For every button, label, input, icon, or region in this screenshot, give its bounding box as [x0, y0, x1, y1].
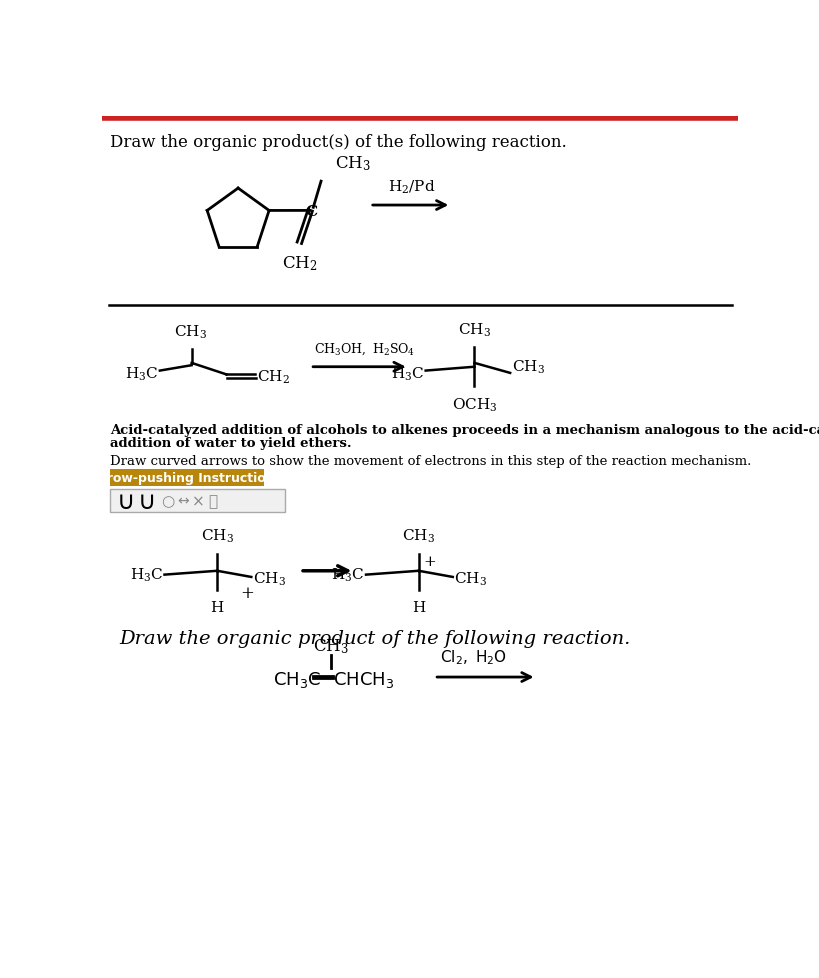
- Text: +: +: [240, 584, 254, 601]
- Text: $\mathrm{CH_3C}$: $\mathrm{CH_3C}$: [273, 669, 321, 689]
- Text: H: H: [412, 600, 425, 614]
- Text: $\mathregular{CH_3OH,\ H_2SO_4}$: $\mathregular{CH_3OH,\ H_2SO_4}$: [314, 341, 415, 357]
- Text: ⫫: ⫫: [208, 494, 217, 509]
- Text: Draw the organic product of the following reaction.: Draw the organic product of the followin…: [120, 629, 630, 646]
- Text: $\mathregular{CH_3}$: $\mathregular{CH_3}$: [454, 570, 486, 588]
- Text: ∪: ∪: [138, 489, 156, 513]
- Text: $\mathregular{CH_3}$: $\mathregular{CH_3}$: [401, 527, 435, 545]
- Text: addition of water to yield ethers.: addition of water to yield ethers.: [110, 436, 351, 450]
- Text: $\mathregular{CH_3}$: $\mathregular{CH_3}$: [252, 570, 286, 588]
- Bar: [110, 469, 264, 487]
- Text: +: +: [423, 555, 436, 568]
- Text: $\mathregular{CH_3}$: $\mathregular{CH_3}$: [174, 323, 206, 340]
- Text: C: C: [305, 205, 317, 219]
- Text: $\mathregular{CH_3}$: $\mathregular{CH_3}$: [313, 637, 349, 656]
- Text: $\mathrm{Cl_2,\ H_2O}$: $\mathrm{Cl_2,\ H_2O}$: [439, 647, 506, 667]
- Text: $\mathregular{H_3C}$: $\mathregular{H_3C}$: [331, 566, 364, 584]
- Text: Acid-catalyzed addition of alcohols to alkenes proceeds in a mechanism analogous: Acid-catalyzed addition of alcohols to a…: [110, 423, 819, 436]
- Text: $\mathregular{H_3C}$: $\mathregular{H_3C}$: [129, 566, 163, 584]
- Text: ∪: ∪: [116, 489, 134, 513]
- Text: ×: ×: [192, 494, 205, 509]
- Text: $\mathrm{CHCH_3}$: $\mathrm{CHCH_3}$: [333, 669, 394, 689]
- Text: $\mathregular{CH_3}$: $\mathregular{CH_3}$: [201, 527, 233, 545]
- Text: $\mathregular{CH_2}$: $\mathregular{CH_2}$: [281, 254, 317, 273]
- Text: $\mathregular{CH_3}$: $\mathregular{CH_3}$: [511, 359, 544, 377]
- Text: Draw the organic product(s) of the following reaction.: Draw the organic product(s) of the follo…: [110, 134, 566, 152]
- Text: $\mathregular{H_2/Pd}$: $\mathregular{H_2/Pd}$: [387, 178, 435, 196]
- Text: $\mathregular{CH_2}$: $\mathregular{CH_2}$: [256, 368, 289, 385]
- Text: ○: ○: [161, 494, 174, 509]
- Text: Arrow-pushing Instructions: Arrow-pushing Instructions: [92, 471, 282, 485]
- Text: $\mathregular{OCH_3}$: $\mathregular{OCH_3}$: [451, 396, 496, 413]
- Text: $\mathregular{H_3C}$: $\mathregular{H_3C}$: [124, 365, 158, 382]
- Text: $\mathregular{CH_3}$: $\mathregular{CH_3}$: [458, 322, 491, 339]
- Text: Draw curved arrows to show the movement of electrons in this step of the reactio: Draw curved arrows to show the movement …: [110, 454, 751, 467]
- Text: ↔: ↔: [177, 494, 188, 509]
- Text: $\mathregular{CH_3}$: $\mathregular{CH_3}$: [335, 155, 370, 173]
- Text: $\mathregular{H_3C}$: $\mathregular{H_3C}$: [391, 365, 423, 382]
- Text: H: H: [210, 600, 224, 614]
- Bar: [110, 490, 284, 512]
